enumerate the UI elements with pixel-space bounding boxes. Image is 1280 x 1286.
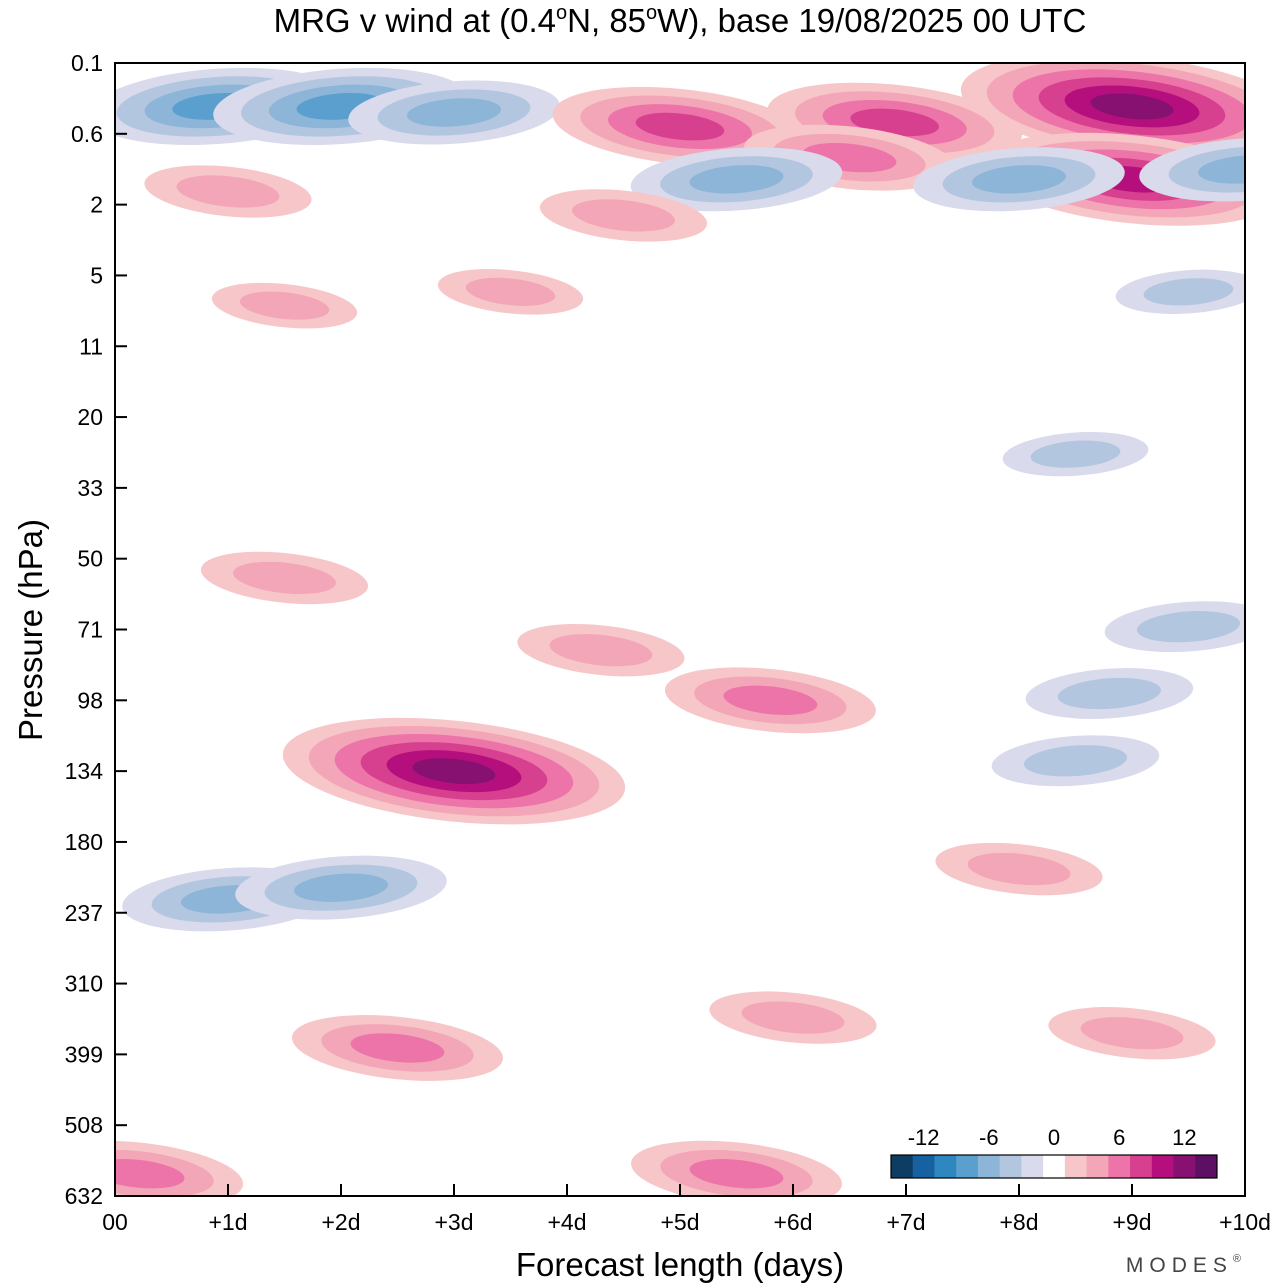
contour-band	[1136, 610, 1241, 643]
contour-band	[549, 634, 653, 667]
colorbar-swatch	[1064, 1155, 1088, 1178]
contour-band	[176, 175, 280, 208]
contour-band	[115, 1159, 185, 1189]
colorbar-tick-label: -6	[979, 1125, 999, 1150]
contour-band	[406, 98, 502, 127]
y-tick-label: 33	[77, 475, 103, 501]
modes-logo: MODES®	[1126, 1253, 1247, 1277]
x-tick-label: +9d	[1112, 1209, 1151, 1235]
y-tick-label: 11	[79, 333, 103, 359]
y-tick-label: 399	[65, 1041, 103, 1067]
plot-background	[115, 63, 1245, 1196]
y-tick-label: 20	[77, 404, 103, 430]
colorbar-swatch	[1086, 1155, 1109, 1178]
colorbar-swatch	[934, 1155, 957, 1178]
contour-band	[350, 1033, 445, 1063]
y-axis-label: Pressure (hPa)	[12, 519, 49, 741]
x-axis: 00 +1d +2d +3d +4d +5d +6d +7d +8d +9d +10d	[102, 1184, 1271, 1235]
y-tick-label: 632	[65, 1183, 103, 1209]
contour-band	[1168, 146, 1245, 193]
x-tick-label: +6d	[773, 1209, 812, 1235]
x-tick-label: +3d	[434, 1209, 473, 1235]
contour-band	[635, 112, 725, 141]
y-axis: 0.1 0.6 2 5 11 20 33 50 71 98 134 180 237 310 399 508 63…	[65, 50, 127, 1209]
plot-area	[114, 62, 1246, 1197]
contour-band	[572, 199, 675, 232]
contour-bands	[115, 63, 1245, 1196]
wind-contour-field	[115, 63, 1245, 1196]
contour-band	[1197, 155, 1245, 184]
contour-band	[1143, 278, 1234, 306]
colorbar: -12 -6 0 6 12	[890, 1125, 1218, 1179]
colorbar-tick-label: 6	[1113, 1125, 1125, 1150]
x-tick-label: +2d	[321, 1209, 360, 1235]
colorbar-swatch	[1021, 1155, 1044, 1178]
colorbar-swatch	[1173, 1155, 1196, 1178]
contour-band	[1090, 93, 1174, 120]
y-tick-label: 2	[90, 192, 103, 218]
y-tick-label: 0.1	[71, 50, 103, 76]
contour-band	[967, 852, 1071, 886]
contour-band	[465, 277, 556, 306]
y-tick-label: 0.6	[71, 121, 103, 147]
colorbar-swatch	[977, 1155, 1001, 1178]
y-tick-label: 237	[65, 900, 103, 926]
y-tick-label: 5	[90, 262, 103, 288]
contour-band	[239, 291, 330, 320]
contour-band	[741, 1001, 845, 1034]
x-tick-label: +1d	[208, 1209, 247, 1235]
y-tick-label: 310	[65, 971, 103, 997]
chart-title: MRG v wind at (0.4oN, 85oW), base 19/08/…	[274, 2, 1087, 39]
x-tick-label: +4d	[547, 1209, 586, 1235]
contour-band	[1057, 677, 1161, 710]
colorbar-swatch	[1151, 1155, 1175, 1178]
colorbar-tick-label: 12	[1172, 1125, 1196, 1150]
x-tick-label: +10d	[1219, 1209, 1271, 1235]
colorbar-swatch	[956, 1155, 979, 1178]
contour-band	[971, 165, 1067, 194]
x-tick-label: +8d	[999, 1209, 1038, 1235]
contour-band	[689, 1159, 784, 1189]
x-tick-label: +7d	[886, 1209, 925, 1235]
contour-band	[1023, 745, 1128, 777]
contour-band	[1080, 1017, 1184, 1050]
colorbar-tick-label: 0	[1048, 1125, 1060, 1150]
colorbar-swatch	[1130, 1155, 1153, 1178]
y-tick-label: 180	[65, 829, 103, 855]
y-tick-label: 134	[65, 758, 104, 784]
contour-band	[689, 165, 784, 194]
colorbar-swatch	[912, 1155, 935, 1178]
colorbar-swatch	[999, 1155, 1022, 1178]
x-axis-label: Forecast length (days)	[516, 1246, 844, 1283]
y-tick-label: 50	[77, 546, 103, 572]
y-tick-label: 98	[77, 687, 103, 713]
colorbar-frame	[890, 1154, 1218, 1179]
contour-band	[233, 561, 336, 595]
colorbar-swatch	[1108, 1155, 1131, 1178]
colorbar-swatch	[1043, 1155, 1066, 1178]
x-tick-label: 00	[102, 1209, 128, 1235]
colorbar-swatch	[1195, 1155, 1218, 1178]
y-tick-label: 71	[77, 617, 103, 643]
contour-band	[1030, 440, 1121, 468]
colorbar-swatch	[891, 1155, 914, 1178]
y-tick-label: 508	[65, 1112, 103, 1138]
x-tick-label: +5d	[660, 1209, 699, 1235]
contour-band	[293, 873, 389, 902]
contour-band	[723, 685, 818, 715]
colorbar-tick-label: -12	[908, 1125, 940, 1150]
contour-band	[412, 758, 496, 785]
